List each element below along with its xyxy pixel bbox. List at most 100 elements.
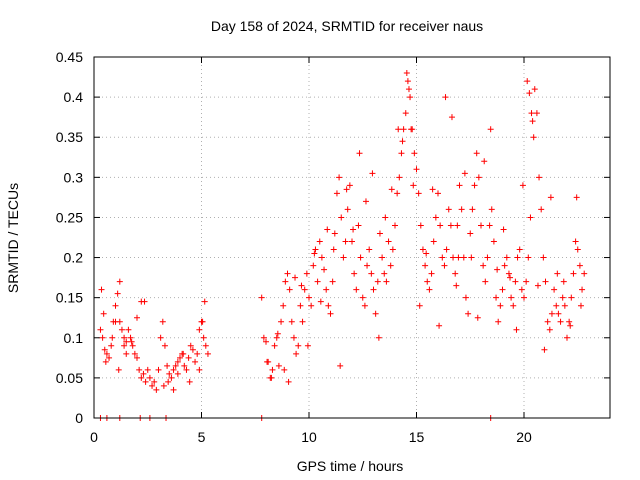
data-point bbox=[350, 226, 357, 233]
data-point bbox=[168, 374, 175, 381]
data-point bbox=[574, 246, 581, 253]
data-point bbox=[97, 326, 104, 333]
data-point bbox=[435, 190, 441, 197]
data-point bbox=[123, 350, 130, 357]
y-tick-label: 0.25 bbox=[56, 209, 83, 225]
data-point bbox=[424, 278, 431, 285]
data-point bbox=[527, 214, 534, 221]
data-point bbox=[564, 334, 570, 341]
data-point bbox=[333, 190, 340, 197]
data-point bbox=[475, 174, 482, 181]
data-point bbox=[559, 294, 566, 301]
data-point bbox=[396, 174, 403, 181]
data-point bbox=[528, 110, 535, 117]
data-point bbox=[331, 230, 338, 237]
data-point bbox=[140, 370, 147, 377]
data-point bbox=[359, 294, 366, 301]
data-point bbox=[561, 302, 568, 309]
data-point bbox=[525, 254, 532, 261]
data-point bbox=[269, 366, 276, 373]
data-point bbox=[497, 302, 504, 309]
data-point bbox=[174, 358, 181, 365]
data-point bbox=[521, 294, 527, 301]
data-point bbox=[553, 302, 560, 309]
data-point bbox=[293, 350, 300, 357]
data-point bbox=[548, 310, 555, 317]
data-point bbox=[118, 326, 125, 333]
data-point bbox=[329, 278, 336, 285]
data-point bbox=[540, 254, 547, 261]
data-point bbox=[488, 206, 495, 213]
data-point bbox=[181, 362, 188, 369]
data-point bbox=[385, 238, 392, 245]
data-point bbox=[443, 246, 450, 253]
data-point bbox=[419, 246, 426, 253]
data-point bbox=[281, 366, 288, 373]
data-point bbox=[343, 186, 350, 193]
data-point bbox=[426, 286, 433, 293]
x-tick-label: 15 bbox=[409, 429, 425, 445]
data-point bbox=[500, 226, 507, 233]
data-point bbox=[581, 270, 588, 277]
data-point bbox=[507, 274, 514, 281]
data-point bbox=[448, 114, 455, 121]
data-point bbox=[441, 262, 448, 269]
data-point bbox=[445, 206, 452, 213]
data-point bbox=[199, 318, 206, 325]
data-point bbox=[153, 386, 160, 393]
data-point bbox=[508, 294, 515, 301]
data-point bbox=[430, 238, 437, 245]
y-tick-label: 0.15 bbox=[56, 290, 83, 306]
data-point bbox=[138, 374, 145, 381]
data-point bbox=[462, 294, 469, 301]
data-point bbox=[490, 238, 497, 245]
data-point bbox=[288, 318, 295, 325]
data-point bbox=[311, 250, 318, 257]
data-point bbox=[285, 378, 292, 385]
data-point bbox=[349, 238, 355, 245]
y-tick-label: 0.35 bbox=[56, 129, 83, 145]
data-point bbox=[410, 182, 417, 189]
data-point bbox=[109, 334, 116, 341]
gridlines bbox=[94, 57, 610, 418]
data-point bbox=[280, 302, 287, 309]
data-point bbox=[495, 318, 502, 325]
y-tick-label: 0.1 bbox=[64, 330, 84, 346]
data-point bbox=[408, 126, 415, 133]
data-point bbox=[370, 286, 377, 293]
data-point bbox=[458, 206, 465, 213]
data-point bbox=[144, 366, 151, 373]
data-point bbox=[316, 238, 323, 245]
data-point bbox=[453, 282, 460, 289]
data-point bbox=[523, 278, 530, 285]
data-point bbox=[114, 290, 121, 297]
data-point bbox=[100, 310, 107, 317]
data-point bbox=[170, 366, 177, 373]
data-point bbox=[417, 222, 424, 229]
data-point bbox=[342, 238, 349, 245]
data-point bbox=[344, 206, 351, 213]
data-point bbox=[518, 286, 525, 293]
data-point bbox=[405, 86, 412, 93]
data-point bbox=[374, 278, 381, 285]
y-tick-label: 0 bbox=[75, 410, 83, 426]
data-point bbox=[416, 302, 423, 309]
data-point bbox=[501, 262, 508, 269]
data-point bbox=[204, 350, 211, 357]
data-point bbox=[180, 350, 187, 357]
data-point bbox=[376, 230, 383, 237]
y-tick-label: 0.4 bbox=[64, 89, 84, 105]
x-tick-label: 5 bbox=[198, 429, 206, 445]
data-point bbox=[439, 254, 446, 261]
data-point bbox=[554, 270, 561, 277]
data-point bbox=[381, 270, 388, 277]
data-point bbox=[159, 318, 166, 325]
data-point bbox=[572, 238, 579, 245]
data-point bbox=[560, 278, 567, 285]
data-point bbox=[337, 362, 344, 369]
data-point bbox=[273, 334, 280, 341]
data-point bbox=[131, 350, 138, 357]
data-point bbox=[112, 302, 119, 309]
data-point bbox=[399, 138, 406, 145]
y-tick-label: 0.3 bbox=[64, 169, 84, 185]
